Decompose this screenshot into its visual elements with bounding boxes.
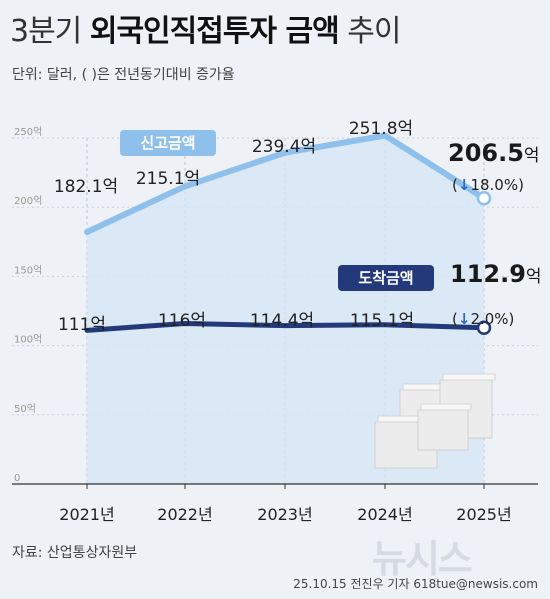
chart-title: 3분기 외국인직접투자 금액 추이 — [10, 6, 401, 50]
declared-value-label: 182.1억 — [54, 177, 118, 197]
x-tick-label: 2023년 — [257, 505, 312, 524]
cash-box — [417, 409, 469, 451]
x-tick-label: 2024년 — [357, 505, 412, 524]
arrived-series-tag: 도착금액 — [358, 269, 413, 287]
unit-note: 단위: 달러, ( )은 전년동기대비 증가율 — [12, 67, 235, 83]
title-bold: 외국인직접투자 금액 — [89, 14, 340, 49]
arrived-latest-value: 112.9억 — [450, 260, 542, 288]
arrived-series-tag-bg — [338, 265, 434, 291]
declared-line — [84, 132, 487, 235]
cash-box-top — [442, 373, 496, 381]
declared-series-tag-bg — [120, 130, 216, 156]
title-prefix: 3분기 — [10, 14, 82, 49]
source-note: 자료: 산업통상자원부 — [12, 545, 138, 561]
x-tick-label: 2025년 — [456, 505, 511, 524]
y-tick-label: 50억 — [14, 403, 36, 415]
arrived-end-point — [476, 320, 492, 335]
arrived-value-label: 114.4억 — [250, 311, 314, 331]
declared-yoy-change: (↓18.0%) — [452, 176, 524, 194]
y-tick-label: 100억 — [14, 334, 42, 346]
declared-value-label: 239.4억 — [252, 137, 316, 157]
x-tick-label: 2021년 — [59, 505, 114, 524]
cash-box-top — [420, 403, 472, 411]
declared-area — [87, 135, 484, 485]
y-tick-label: 150억 — [14, 264, 42, 276]
arrived-value-label: 115.1억 — [350, 311, 414, 331]
y-tick-label: 200억 — [14, 195, 42, 207]
declared-end-point — [476, 190, 492, 206]
y-tick-label: 250억 — [14, 126, 42, 138]
arrived-line — [84, 320, 487, 333]
x-tick-label: 2022년 — [157, 505, 212, 524]
newsis-logo: 뉴시스 — [372, 537, 473, 581]
arrived-value-label: 111억 — [58, 315, 106, 335]
y-tick-label: 0 — [14, 473, 20, 484]
declared-latest-value: 206.5억 — [448, 139, 540, 167]
declared-value-label: 215.1억 — [136, 169, 200, 189]
arrived-value-label: 116억 — [158, 311, 206, 331]
credit-note: 25.10.15 전진우 기자 618tue@newsis.com — [293, 577, 538, 591]
title-suffix: 추이 — [347, 14, 401, 49]
declared-value-label: 251.8억 — [349, 119, 413, 139]
declared-series-tag: 신고금액 — [140, 134, 195, 152]
arrived-yoy-change: (↓2.0%) — [452, 310, 514, 328]
